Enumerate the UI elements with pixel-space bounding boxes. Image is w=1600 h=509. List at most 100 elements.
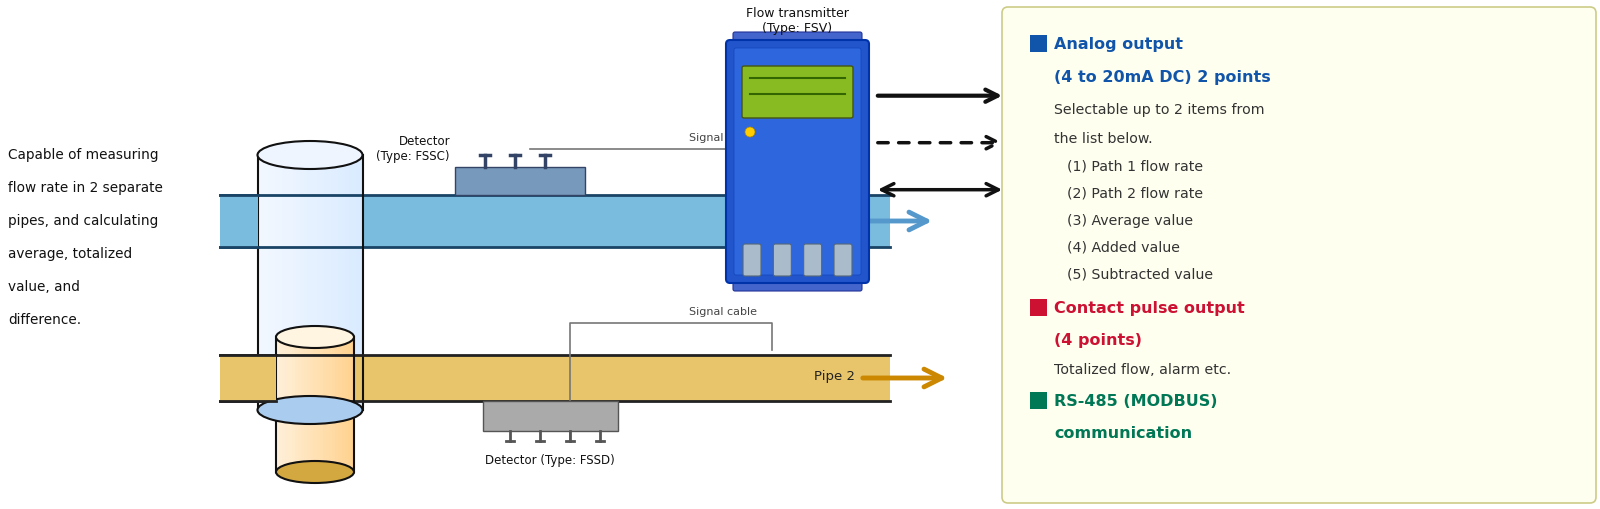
Ellipse shape	[277, 326, 354, 348]
Circle shape	[746, 128, 755, 138]
Bar	[314, 337, 317, 472]
Bar	[301, 337, 306, 472]
Text: Pipe 1: Pipe 1	[814, 213, 854, 226]
Text: difference.: difference.	[8, 313, 82, 326]
FancyBboxPatch shape	[733, 33, 862, 55]
FancyBboxPatch shape	[834, 244, 851, 276]
Bar	[299, 156, 304, 410]
Text: Signal cable: Signal cable	[690, 133, 757, 143]
Text: (2) Path 2 flow rate: (2) Path 2 flow rate	[1067, 187, 1203, 201]
Text: Detector (Type: FSSD): Detector (Type: FSSD)	[485, 453, 614, 466]
Bar	[317, 156, 322, 410]
Text: Detector
(Type: FSSC): Detector (Type: FSSC)	[376, 135, 450, 163]
Text: Pipe 2: Pipe 2	[814, 370, 854, 383]
Bar	[314, 156, 318, 410]
Bar	[339, 337, 342, 472]
Text: value, and: value, and	[8, 279, 80, 293]
Text: Capable of measuring: Capable of measuring	[8, 148, 158, 162]
Text: the list below.: the list below.	[1054, 132, 1152, 146]
Bar	[349, 156, 354, 410]
Bar	[341, 337, 346, 472]
Text: Totalized flow, alarm etc.: Totalized flow, alarm etc.	[1054, 362, 1230, 376]
Bar	[1030, 36, 1046, 53]
Bar	[328, 156, 333, 410]
Bar	[330, 337, 333, 472]
Bar	[323, 337, 326, 472]
Bar	[326, 337, 330, 472]
Bar	[307, 337, 312, 472]
Bar	[320, 337, 323, 472]
FancyBboxPatch shape	[803, 244, 822, 276]
Bar	[338, 156, 342, 410]
Bar	[1030, 392, 1046, 409]
FancyBboxPatch shape	[726, 41, 869, 284]
Bar	[278, 337, 283, 472]
Bar	[275, 156, 280, 410]
Bar	[310, 337, 315, 472]
Text: pipes, and calculating: pipes, and calculating	[8, 214, 158, 228]
Bar	[282, 337, 286, 472]
Bar	[288, 337, 293, 472]
FancyBboxPatch shape	[742, 244, 762, 276]
Text: (4 to 20mA DC) 2 points: (4 to 20mA DC) 2 points	[1054, 70, 1270, 85]
Bar	[296, 156, 301, 410]
Bar	[310, 156, 315, 410]
Text: Analog output: Analog output	[1054, 37, 1182, 52]
Text: Selectable up to 2 items from: Selectable up to 2 items from	[1054, 103, 1264, 117]
FancyBboxPatch shape	[742, 67, 853, 119]
Text: average, totalized: average, totalized	[8, 246, 133, 261]
FancyBboxPatch shape	[221, 195, 890, 247]
Ellipse shape	[277, 461, 354, 483]
Bar	[261, 156, 266, 410]
Bar	[269, 156, 272, 410]
FancyBboxPatch shape	[733, 269, 862, 292]
Bar	[336, 337, 339, 472]
Bar	[355, 156, 360, 410]
Ellipse shape	[258, 142, 363, 169]
Bar	[317, 337, 320, 472]
FancyBboxPatch shape	[483, 401, 618, 431]
FancyBboxPatch shape	[773, 244, 792, 276]
Bar	[285, 337, 290, 472]
Text: (3) Average value: (3) Average value	[1067, 214, 1194, 228]
FancyBboxPatch shape	[1002, 8, 1597, 503]
Bar	[298, 337, 302, 472]
Bar	[277, 337, 354, 472]
Bar	[350, 337, 355, 472]
Text: (1) Path 1 flow rate: (1) Path 1 flow rate	[1067, 160, 1203, 174]
Text: (4 points): (4 points)	[1054, 332, 1142, 347]
Bar	[304, 337, 309, 472]
Bar	[282, 156, 286, 410]
Text: communication: communication	[1054, 425, 1192, 440]
Bar	[272, 156, 277, 410]
Text: Flow transmitter
(Type: FSV): Flow transmitter (Type: FSV)	[746, 7, 850, 35]
Bar	[291, 337, 296, 472]
Bar	[334, 156, 339, 410]
Bar	[285, 156, 290, 410]
Bar	[320, 156, 325, 410]
Text: RS-485 (MODBUS): RS-485 (MODBUS)	[1054, 393, 1218, 408]
Bar	[302, 156, 307, 410]
Text: (4) Added value: (4) Added value	[1067, 241, 1181, 254]
FancyBboxPatch shape	[221, 355, 890, 401]
Text: flow rate in 2 separate: flow rate in 2 separate	[8, 181, 163, 194]
Bar	[221, 355, 277, 401]
FancyBboxPatch shape	[734, 49, 861, 275]
Bar	[358, 156, 363, 410]
Bar	[258, 156, 363, 410]
Bar	[277, 337, 280, 472]
Bar	[294, 337, 299, 472]
Bar	[331, 156, 336, 410]
Bar	[221, 195, 258, 247]
Bar	[344, 337, 349, 472]
Bar	[278, 156, 283, 410]
Text: Signal cable: Signal cable	[690, 306, 757, 317]
Bar	[293, 156, 298, 410]
Bar	[341, 156, 346, 410]
Ellipse shape	[258, 396, 363, 424]
Bar	[290, 156, 293, 410]
FancyBboxPatch shape	[454, 167, 586, 195]
Bar	[1030, 299, 1046, 317]
Bar	[333, 337, 336, 472]
Bar	[346, 156, 349, 410]
